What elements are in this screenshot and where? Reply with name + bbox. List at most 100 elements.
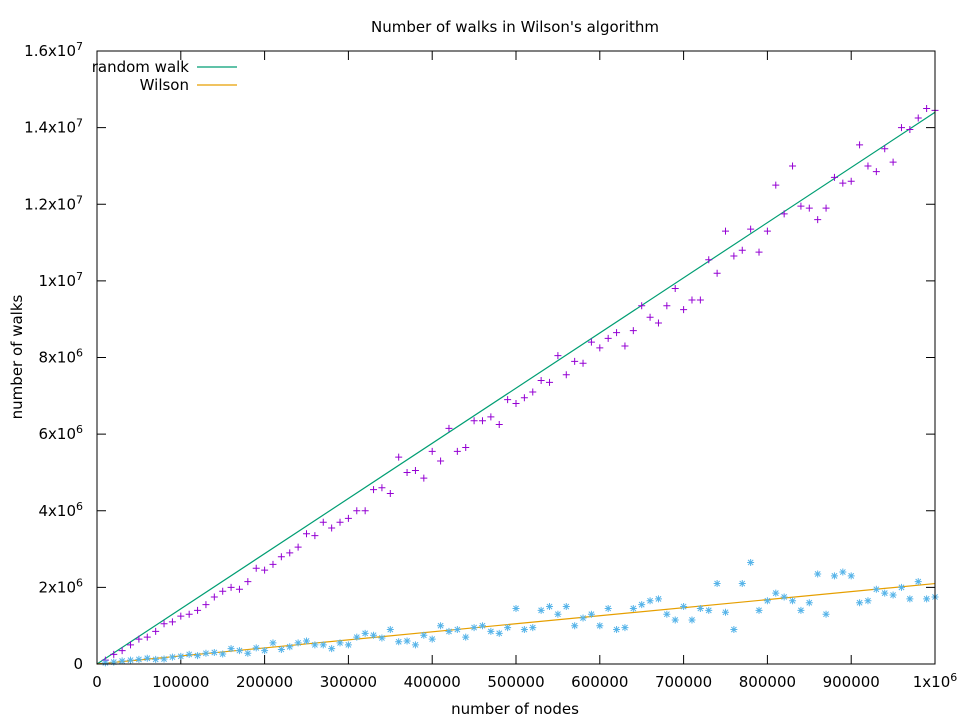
data-point	[227, 583, 235, 591]
data-point	[453, 447, 461, 455]
data-point	[462, 633, 470, 641]
data-point	[654, 595, 662, 603]
data-point	[830, 572, 838, 580]
data-point	[235, 647, 243, 655]
data-point	[520, 626, 528, 634]
data-point	[378, 484, 386, 492]
data-point	[160, 655, 168, 663]
x-tick-label: 500000	[487, 673, 544, 691]
data-point	[856, 141, 864, 149]
data-point	[546, 378, 554, 386]
data-point	[403, 637, 411, 645]
data-point	[646, 313, 654, 321]
x-tick-label: 100000	[152, 673, 209, 691]
data-point	[688, 616, 696, 624]
data-point	[587, 610, 595, 618]
data-point	[470, 417, 478, 425]
plot-frame	[96, 50, 936, 665]
data-point	[688, 296, 696, 304]
data-point	[529, 624, 537, 632]
x-tick-label: 1x106	[913, 671, 958, 692]
data-point	[420, 474, 428, 482]
data-point	[755, 606, 763, 614]
data-point	[839, 179, 847, 187]
data-point	[814, 570, 822, 578]
data-point	[110, 658, 118, 666]
data-point	[478, 417, 486, 425]
data-point	[386, 490, 394, 498]
y-tick-label: 1.4x107	[24, 116, 83, 137]
data-point	[814, 216, 822, 224]
x-tick-label: 200000	[236, 673, 293, 691]
data-point	[328, 524, 336, 532]
data-point	[713, 580, 721, 588]
data-point	[654, 319, 662, 327]
data-point	[361, 629, 369, 637]
data-point	[185, 650, 193, 658]
data-point	[914, 578, 922, 586]
data-point	[546, 603, 554, 611]
data-point	[923, 595, 931, 603]
data-point	[738, 580, 746, 588]
data-point	[160, 620, 168, 628]
data-point	[395, 638, 403, 646]
data-point	[110, 650, 118, 658]
y-tick-label: 0	[73, 655, 83, 673]
y-tick-label: 4x106	[38, 499, 83, 520]
fit-lines-layer	[96, 111, 936, 665]
data-point	[437, 457, 445, 465]
data-point	[738, 246, 746, 254]
data-point	[411, 641, 419, 649]
data-point	[462, 444, 470, 452]
data-point	[135, 655, 143, 663]
y-tick-exponent: 6	[76, 423, 83, 436]
data-point	[252, 564, 260, 572]
data-point	[143, 654, 151, 662]
data-point	[127, 656, 135, 664]
data-point	[696, 604, 704, 612]
data-point	[805, 204, 813, 212]
data-point	[353, 633, 361, 641]
data-point	[277, 645, 285, 653]
points-layer	[101, 104, 939, 667]
data-point	[118, 647, 126, 655]
y-tick-exponent: 6	[76, 576, 83, 589]
data-point	[889, 158, 897, 166]
y-axis-label: number of walks	[8, 294, 26, 419]
data-point	[277, 553, 285, 561]
data-point	[554, 610, 562, 618]
data-point	[897, 583, 905, 591]
data-point	[646, 597, 654, 605]
x-tick-label: 0	[92, 673, 102, 691]
data-point	[864, 162, 872, 170]
data-point	[772, 181, 780, 189]
data-point	[923, 104, 931, 112]
data-point	[261, 566, 269, 574]
data-point	[671, 285, 679, 293]
data-point	[562, 371, 570, 379]
data-point	[437, 622, 445, 630]
data-point	[705, 256, 713, 264]
data-point	[294, 639, 302, 647]
x-tick-label: 600000	[571, 673, 628, 691]
y-tick-exponent: 7	[76, 193, 83, 206]
data-point	[872, 585, 880, 593]
data-point	[755, 248, 763, 256]
data-point	[839, 568, 847, 576]
data-point	[143, 633, 151, 641]
data-point	[562, 603, 570, 611]
y-tick-exponent: 7	[76, 40, 83, 53]
data-point	[805, 599, 813, 607]
data-point	[219, 650, 227, 658]
data-point	[663, 610, 671, 618]
y-tick-label: 6x106	[38, 423, 83, 444]
data-point	[210, 593, 218, 601]
data-point	[596, 344, 604, 352]
data-point	[194, 652, 202, 660]
x-tick-label: 400000	[404, 673, 461, 691]
data-point	[772, 589, 780, 597]
data-point	[269, 560, 277, 568]
data-point	[613, 626, 621, 634]
data-point	[763, 227, 771, 235]
data-point	[294, 543, 302, 551]
